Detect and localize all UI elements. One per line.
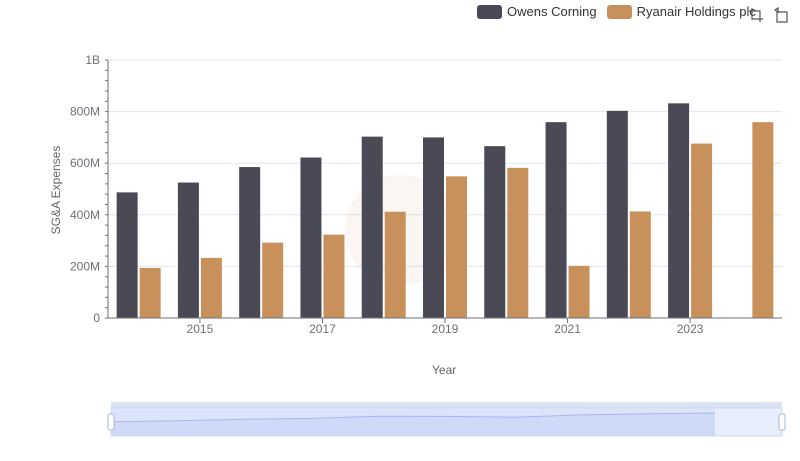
bar-ryanair-2015[interactable] bbox=[200, 257, 222, 318]
legend-item-owens-corning[interactable]: Owens Corning bbox=[477, 4, 597, 19]
bar-ryanair-2018[interactable] bbox=[384, 211, 406, 318]
x-tick-label: 2017 bbox=[309, 322, 336, 336]
bar-owens-corning-2014[interactable] bbox=[116, 192, 138, 318]
slider-handle-left[interactable] bbox=[107, 413, 115, 431]
bar-ryanair-2024[interactable] bbox=[752, 122, 774, 318]
bar-owens-corning-2022[interactable] bbox=[606, 110, 628, 319]
y-tick-label: 600M bbox=[70, 156, 100, 170]
y-tick-label: 0 bbox=[93, 311, 100, 325]
bar-ryanair-2014[interactable] bbox=[139, 267, 161, 318]
slider-top-bar[interactable] bbox=[111, 402, 782, 408]
bar-owens-corning-2020[interactable] bbox=[484, 146, 506, 318]
bar-owens-corning-2015[interactable] bbox=[177, 182, 199, 318]
bar-owens-corning-2016[interactable] bbox=[239, 167, 261, 318]
bar-ryanair-2019[interactable] bbox=[446, 176, 467, 318]
legend: Owens Corning Ryanair Holdings plc bbox=[477, 4, 766, 19]
zoom-icon[interactable] bbox=[748, 7, 764, 23]
bar-owens-corning-2017[interactable] bbox=[300, 157, 322, 318]
x-axis-title: Year bbox=[432, 363, 457, 377]
bar-owens-corning-2023[interactable] bbox=[668, 103, 690, 319]
x-tick-label: 2015 bbox=[187, 322, 214, 336]
restore-icon[interactable] bbox=[774, 7, 790, 23]
y-tick-label: 400M bbox=[70, 208, 100, 222]
bar-owens-corning-2018[interactable] bbox=[361, 136, 383, 318]
bar-ryanair-2016[interactable] bbox=[262, 242, 284, 318]
y-tick-label: 200M bbox=[70, 259, 100, 273]
bar-owens-corning-2019[interactable] bbox=[423, 137, 444, 318]
bar-ryanair-2022[interactable] bbox=[629, 211, 651, 318]
bar-ryanair-2017[interactable] bbox=[323, 234, 345, 318]
legend-label-ryanair: Ryanair Holdings plc bbox=[636, 4, 756, 19]
x-tick-label: 2019 bbox=[432, 322, 459, 336]
y-tick-label: 1B bbox=[85, 53, 100, 67]
slider-overview-area bbox=[111, 413, 715, 436]
y-tick-label: 800M bbox=[70, 105, 100, 119]
x-tick-label: 2021 bbox=[554, 322, 581, 336]
legend-item-ryanair[interactable]: Ryanair Holdings plc bbox=[606, 4, 756, 19]
bar-ryanair-2023[interactable] bbox=[691, 143, 713, 318]
x-tick-label: 2023 bbox=[677, 322, 704, 336]
slider-overview-line bbox=[110, 412, 716, 423]
legend-swatch-owens-corning bbox=[477, 4, 502, 19]
legend-label-owens-corning: Owens Corning bbox=[507, 4, 597, 19]
slider-handle-right[interactable] bbox=[778, 413, 786, 431]
bar-ryanair-2020[interactable] bbox=[507, 167, 529, 318]
legend-swatch-ryanair bbox=[606, 4, 632, 19]
bar-ryanair-2021[interactable] bbox=[568, 265, 590, 318]
bar-owens-corning-2021[interactable] bbox=[545, 122, 567, 318]
y-axis-title: SG&A Expenses bbox=[49, 145, 63, 235]
